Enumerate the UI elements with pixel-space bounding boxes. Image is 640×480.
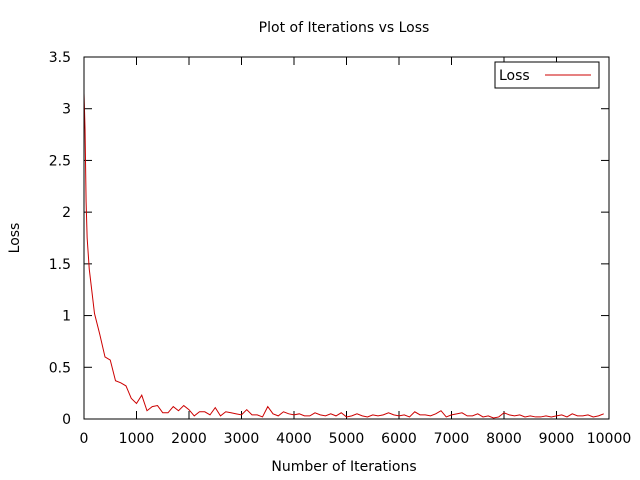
x-axis-label: Number of Iterations: [271, 459, 416, 475]
y-tick-label: 0: [62, 412, 71, 428]
x-tick-label: 9000: [539, 431, 575, 447]
x-tick-label: 7000: [434, 431, 470, 447]
x-tick-label: 5000: [329, 431, 365, 447]
chart-title: Plot of Iterations vs Loss: [259, 20, 430, 36]
series-layer: [83, 93, 604, 419]
legend-label-loss: Loss: [499, 68, 530, 84]
series-line-loss: [83, 93, 604, 419]
y-axis-label: Loss: [7, 223, 23, 254]
axis-ticks: 0 1000 2000 3000 4000 5000 6000 7000 8000 9000 100…: [49, 50, 632, 447]
y-tick-label: 3: [62, 102, 71, 118]
y-tick-label: 3.5: [49, 50, 71, 66]
legend: Loss: [494, 61, 600, 89]
x-tick-label: 2000: [171, 431, 207, 447]
y-tick-label: 2: [62, 205, 71, 221]
x-tick-label: 6000: [381, 431, 417, 447]
y-tick-label: 1.5: [49, 257, 71, 273]
x-tick-label: 3000: [224, 431, 260, 447]
y-tick-label: 0.5: [49, 360, 71, 376]
x-tick-label: 1000: [119, 431, 155, 447]
x-tick-label: 8000: [486, 431, 522, 447]
x-tick-label: 4000: [276, 431, 312, 447]
x-tick-label: 10000: [587, 431, 632, 447]
y-tick-label: 2.5: [49, 153, 71, 169]
y-tick-label: 1: [62, 309, 71, 325]
x-tick-label: 0: [80, 431, 89, 447]
plot-frame: [83, 56, 610, 420]
